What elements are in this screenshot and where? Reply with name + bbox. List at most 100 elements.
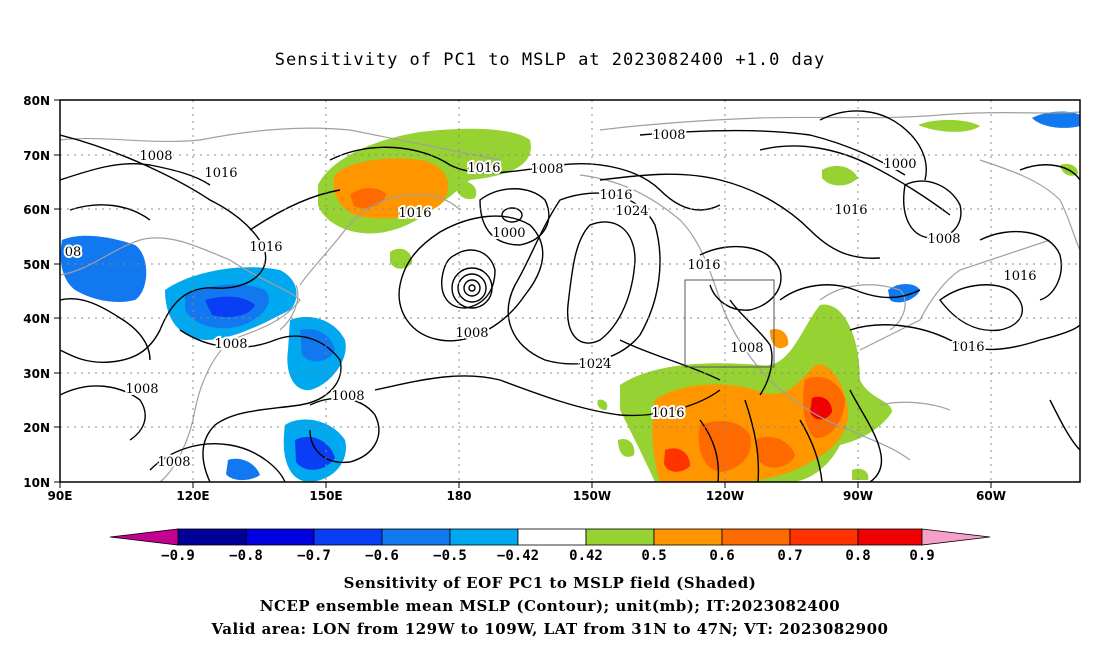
- negative-sensitivity-region: [888, 284, 920, 303]
- positive-sensitivity-region: [918, 119, 980, 132]
- colorbar-label: −0.42: [497, 548, 539, 564]
- lat-label: 40N: [23, 312, 50, 326]
- positive-sensitivity-region: [455, 181, 477, 200]
- positive-sensitivity-region: [597, 399, 608, 410]
- colorbar-label: 0.5: [641, 548, 666, 564]
- chart-title: Sensitivity of PC1 to MSLP at 2023082400…: [274, 50, 826, 70]
- colorbar: [109, 528, 991, 546]
- lat-label: 20N: [23, 421, 50, 435]
- negative-sensitivity-region: [226, 458, 260, 481]
- lat-label: 50N: [23, 258, 50, 272]
- contour-label: 1008: [214, 337, 247, 352]
- positive-sensitivity-region: [852, 468, 869, 480]
- contour-label: 1024: [615, 204, 648, 219]
- negative-sensitivity-region: [60, 235, 147, 302]
- lat-labels: 80N 70N 60N 50N 40N 30N 20N 10N: [23, 94, 50, 490]
- colorbar-high-arrow: [921, 528, 991, 546]
- colorbar-swatch: [653, 528, 723, 546]
- shaded-sensitivity-layer: [60, 111, 1080, 482]
- contour-label: 1008: [652, 128, 685, 143]
- colorbar-swatch: [585, 528, 655, 546]
- contour-label: 1016: [834, 203, 867, 218]
- colorbar-swatch: [381, 528, 451, 546]
- contour-label: 1016: [249, 240, 282, 255]
- colorbar-swatch: [245, 528, 315, 546]
- contour-label: 1008: [139, 149, 172, 164]
- contour-label: 1024: [578, 357, 611, 372]
- negative-sensitivity-region: [295, 436, 335, 470]
- positive-sensitivity-region: [618, 438, 635, 457]
- colorbar-swatch: [313, 528, 383, 546]
- contour-label: 1008: [331, 389, 364, 404]
- colorbar-label: −0.8: [229, 548, 263, 564]
- lat-ticks: [54, 99, 60, 483]
- contour-label: 1016: [599, 188, 632, 203]
- lat-label: 30N: [23, 367, 50, 381]
- contour-label: 1008: [125, 382, 158, 397]
- contour-label: 1008: [455, 326, 488, 341]
- legend-line-contour: NCEP ensemble mean MSLP (Contour); unit(…: [259, 597, 841, 615]
- colorbar-label: 0.6: [709, 548, 734, 564]
- coastlines: [60, 111, 1080, 482]
- lon-label: 180: [446, 489, 471, 503]
- colorbar-label: −0.9: [161, 548, 195, 564]
- lat-label: 60N: [23, 203, 50, 217]
- positive-sensitivity-region: [664, 448, 690, 472]
- colorbar-label: 0.42: [569, 548, 603, 564]
- lon-label: 150W: [573, 489, 611, 503]
- colorbar-swatch: [721, 528, 791, 546]
- colorbar-swatch: [449, 528, 519, 546]
- contour-label: 08: [65, 245, 82, 260]
- lon-label: 90E: [48, 489, 73, 503]
- legend-line-valid-area: Valid area: LON from 129W to 109W, LAT f…: [211, 620, 889, 638]
- lon-label: 90W: [843, 489, 873, 503]
- contour-label: 1008: [730, 341, 763, 356]
- positive-sensitivity-region: [770, 328, 789, 349]
- contour-label: 1016: [687, 258, 720, 273]
- colorbar-label: 0.8: [845, 548, 870, 564]
- colorbar-label: 0.9: [909, 548, 934, 564]
- contour-label: 1016: [651, 406, 684, 421]
- colorbar-label: −0.5: [433, 548, 467, 564]
- contour-label: 1016: [467, 161, 500, 176]
- lon-label: 60W: [976, 489, 1006, 503]
- lon-label: 120W: [706, 489, 744, 503]
- lon-label: 150E: [309, 489, 342, 503]
- negative-sensitivity-region: [205, 296, 255, 318]
- colorbar-labels: −0.9 −0.8 −0.7 −0.6 −0.5 −0.42 0.42 0.5 …: [161, 548, 935, 564]
- contour-label: 1016: [204, 166, 237, 181]
- colorbar-label: 0.7: [777, 548, 802, 564]
- contour-label: 1000: [883, 157, 916, 172]
- valid-area-box: [684, 279, 775, 368]
- positive-sensitivity-region: [390, 248, 412, 269]
- lon-label: 120E: [176, 489, 209, 503]
- lon-ticks: [59, 482, 992, 488]
- colorbar-swatch: [177, 528, 247, 546]
- colorbar-swatch: [789, 528, 859, 546]
- negative-sensitivity-region: [1032, 111, 1080, 128]
- contour-label: 1008: [730, 341, 763, 356]
- contour-label: 1008: [530, 162, 563, 177]
- contour-label: 1008: [157, 455, 190, 470]
- map-frame: [59, 99, 1081, 483]
- contour-label: 1000: [492, 226, 525, 241]
- contour-label: 1008: [927, 232, 960, 247]
- gridlines: [60, 100, 1080, 482]
- contour-label: 1016: [1003, 269, 1036, 284]
- colorbar-low-arrow: [109, 528, 179, 546]
- lat-label: 70N: [23, 149, 50, 163]
- lon-labels: 90E 120E 150E 180 150W 120W 90W 60W: [48, 489, 1006, 503]
- colorbar-swatch: [517, 528, 587, 546]
- positive-sensitivity-region: [755, 436, 795, 468]
- colorbar-swatch: [857, 528, 923, 546]
- colorbar-label: −0.6: [365, 548, 399, 564]
- contour-label: 1016: [398, 206, 431, 221]
- legend-line-shading: Sensitivity of EOF PC1 to MSLP field (Sh…: [343, 574, 757, 592]
- positive-sensitivity-region: [822, 165, 858, 186]
- colorbar-label: −0.7: [297, 548, 331, 564]
- contour-labels: 1008 1016 1016 1008 1016 1016 1008 1016 …: [63, 126, 1039, 472]
- lat-label: 80N: [23, 94, 50, 108]
- positive-sensitivity-region: [698, 421, 751, 472]
- mslp-contours: [60, 110, 1080, 482]
